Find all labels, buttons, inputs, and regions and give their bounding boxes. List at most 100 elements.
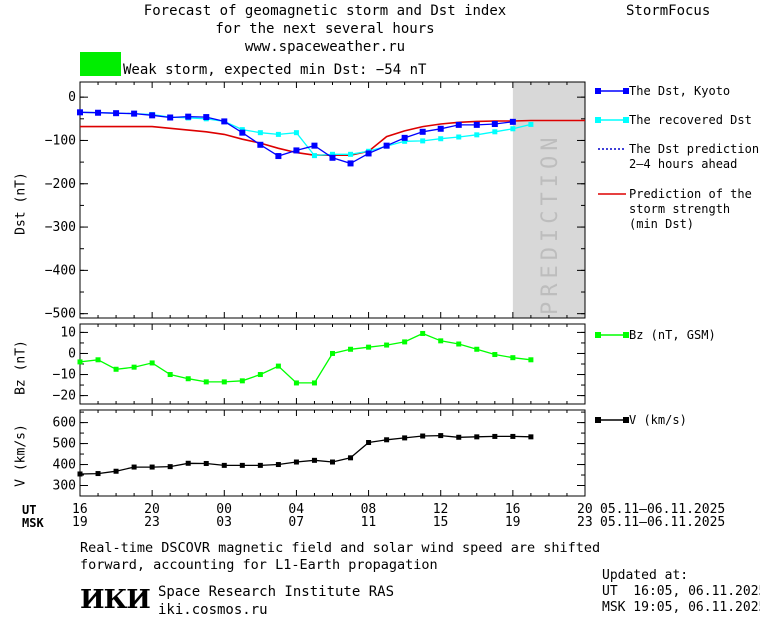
iki-logo: ИКИ: [80, 585, 151, 615]
legend-bz-label: Bz (nT, GSM): [629, 328, 716, 342]
data-point: [149, 464, 155, 470]
data-point: [293, 130, 299, 136]
data-point: [528, 121, 534, 127]
data-point: [456, 134, 462, 140]
legend-marker: [623, 332, 629, 338]
data-point: [402, 339, 408, 345]
data-point: [438, 136, 444, 142]
data-point: [221, 462, 227, 468]
dst-frame: [79, 81, 586, 319]
legend-prediction-label: The Dst prediction 2–4 hours ahead: [629, 142, 759, 172]
data-point: [330, 459, 335, 465]
msk-tick-label: 23: [577, 515, 593, 530]
series-line: [80, 119, 585, 156]
data-point: [185, 113, 192, 120]
data-point: [383, 142, 390, 149]
data-point: [348, 346, 354, 352]
data-point: [348, 151, 354, 157]
data-point: [456, 341, 462, 347]
footer-note-line-2: forward, accounting for L1-Earth propaga…: [80, 557, 438, 573]
data-point: [438, 338, 444, 344]
data-point: [95, 471, 101, 477]
bz-ylabel: Bz (nT): [13, 340, 29, 395]
data-point: [257, 130, 263, 136]
data-point: [437, 125, 444, 132]
data-point: [420, 433, 426, 439]
v-ytick-label: 500: [53, 437, 76, 452]
msk-tick-label: 19: [72, 515, 88, 530]
data-point: [131, 464, 137, 470]
data-point: [492, 352, 498, 358]
data-point: [113, 110, 120, 117]
legend-marker: [595, 117, 601, 123]
v-ytick-label: 400: [53, 458, 76, 473]
data-point: [221, 379, 227, 385]
bz-ytick-label: 0: [68, 346, 76, 361]
data-point: [275, 462, 281, 468]
data-point: [239, 378, 245, 384]
dst-ytick-label: −500: [45, 307, 76, 322]
dst-ytick-label: −200: [45, 177, 76, 192]
data-point: [275, 131, 281, 137]
series-line: [79, 332, 531, 384]
data-point: [167, 114, 174, 121]
data-point: [491, 121, 498, 128]
data-point: [293, 380, 299, 386]
v-ylabel: V (km/s): [13, 424, 29, 487]
data-point: [492, 129, 498, 135]
msk-axis-label: MSK: [22, 516, 44, 530]
data-point: [311, 142, 318, 149]
legend-marker: [595, 88, 601, 94]
ut-tick-label: 12: [432, 502, 449, 517]
prediction-label: PREDICTION: [538, 133, 563, 315]
data-point: [330, 350, 335, 356]
data-point: [347, 160, 354, 167]
data-point: [239, 127, 245, 133]
ut-tick-label: 20: [577, 502, 593, 517]
institute-name: Space Research Institute RAS: [158, 584, 395, 600]
data-point: [203, 379, 209, 385]
institute-site[interactable]: iki.cosmos.ru: [158, 602, 268, 618]
chart-title-line-1: Forecast of geomagnetic storm and Dst in…: [143, 3, 507, 19]
data-point: [510, 433, 516, 439]
data-point: [402, 138, 408, 144]
data-point: [131, 110, 138, 117]
data-point: [275, 153, 282, 160]
data-point: [348, 455, 354, 461]
msk-tick-label: 03: [216, 515, 232, 530]
data-point: [311, 457, 317, 463]
data-point: [311, 380, 317, 386]
legend-dst-label: The Dst, Kyoto: [629, 84, 731, 98]
ut-tick-label: 20: [144, 502, 160, 517]
legend-strength-line-2: storm strength: [629, 202, 731, 216]
ut-tick-label: 08: [360, 502, 377, 517]
ut-tick-label: 16: [72, 502, 88, 517]
data-point: [419, 128, 426, 135]
data-point: [203, 460, 209, 466]
msk-tick-label: 23: [144, 515, 160, 530]
data-point: [365, 150, 372, 157]
data-point: [257, 462, 263, 468]
msk-date-range: 05.11–06.11.2025: [600, 515, 726, 530]
data-point: [474, 434, 480, 440]
data-point: [366, 344, 372, 350]
data-point: [167, 372, 173, 378]
chart-title-url[interactable]: www.spaceweather.ru: [244, 39, 406, 55]
bz-panel: 10 0 −10 −20: [53, 323, 586, 405]
legend-prediction-line-1: The Dst prediction: [629, 142, 760, 156]
data-point: [509, 118, 516, 125]
legend-strength-line-1: Prediction of the: [629, 187, 752, 201]
bz-ytick-label: −20: [53, 389, 76, 404]
data-point: [221, 118, 228, 125]
data-point: [456, 434, 462, 440]
data-point: [420, 330, 426, 336]
data-point: [384, 437, 390, 443]
updated-msk: MSK 19:05, 06.11.2025: [602, 600, 760, 615]
data-point: [473, 121, 480, 128]
data-point: [275, 363, 281, 369]
data-point: [113, 468, 119, 474]
data-point: [402, 435, 408, 441]
msk-tick-label: 19: [504, 515, 521, 530]
dst-ylabel: Dst (nT): [13, 172, 29, 235]
legend-marker: [623, 88, 629, 94]
